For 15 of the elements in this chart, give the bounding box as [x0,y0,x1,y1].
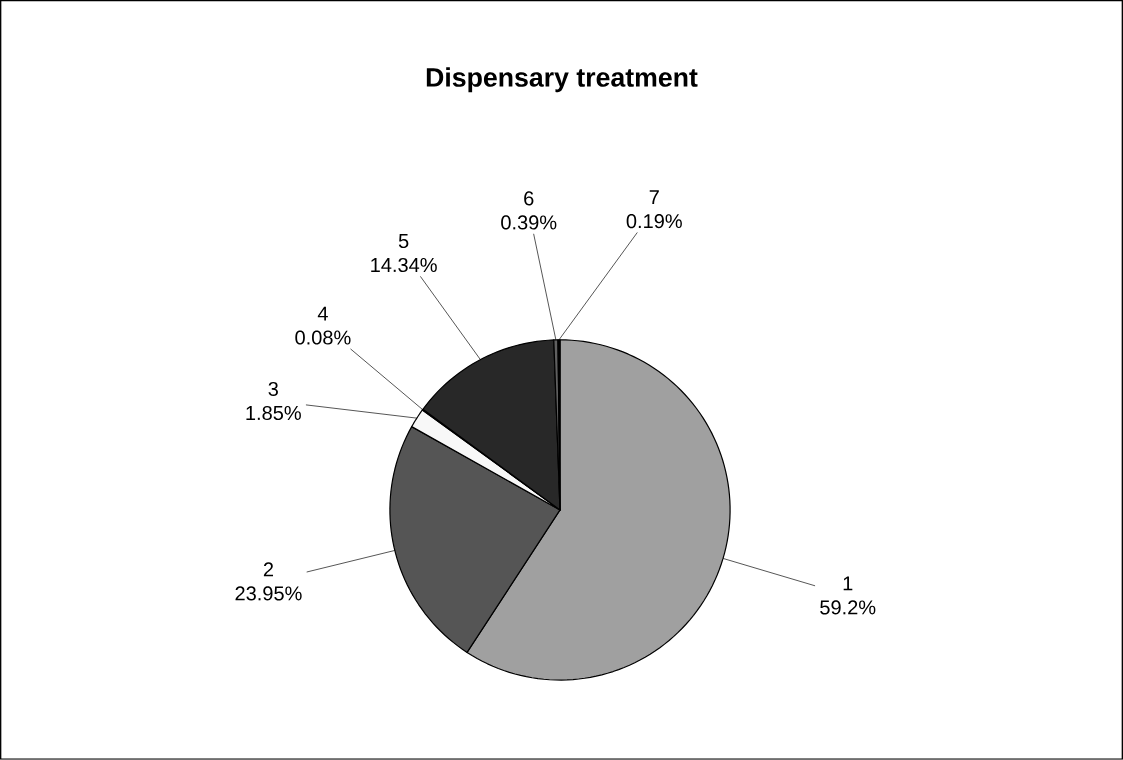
data-label: 0.39% [501,215,557,230]
slice-label: 5 [398,234,409,249]
slice-label: 2 [263,562,274,577]
slice-label: 7 [649,190,659,205]
data-label: 0.08% [295,330,351,345]
slice-label: 4 [317,306,328,321]
data-label: 0.19% [626,214,682,229]
data-label: 59.2% [820,600,876,615]
slice-label: 3 [268,381,278,397]
chart-title: Dispensary treatment [426,67,698,93]
slice-label: 6 [524,191,534,206]
slice-label: 1 [843,576,853,591]
data-label: 23.95% [235,586,302,601]
data-label: 1.85% [246,406,301,421]
data-label: 14.34% [371,258,437,273]
